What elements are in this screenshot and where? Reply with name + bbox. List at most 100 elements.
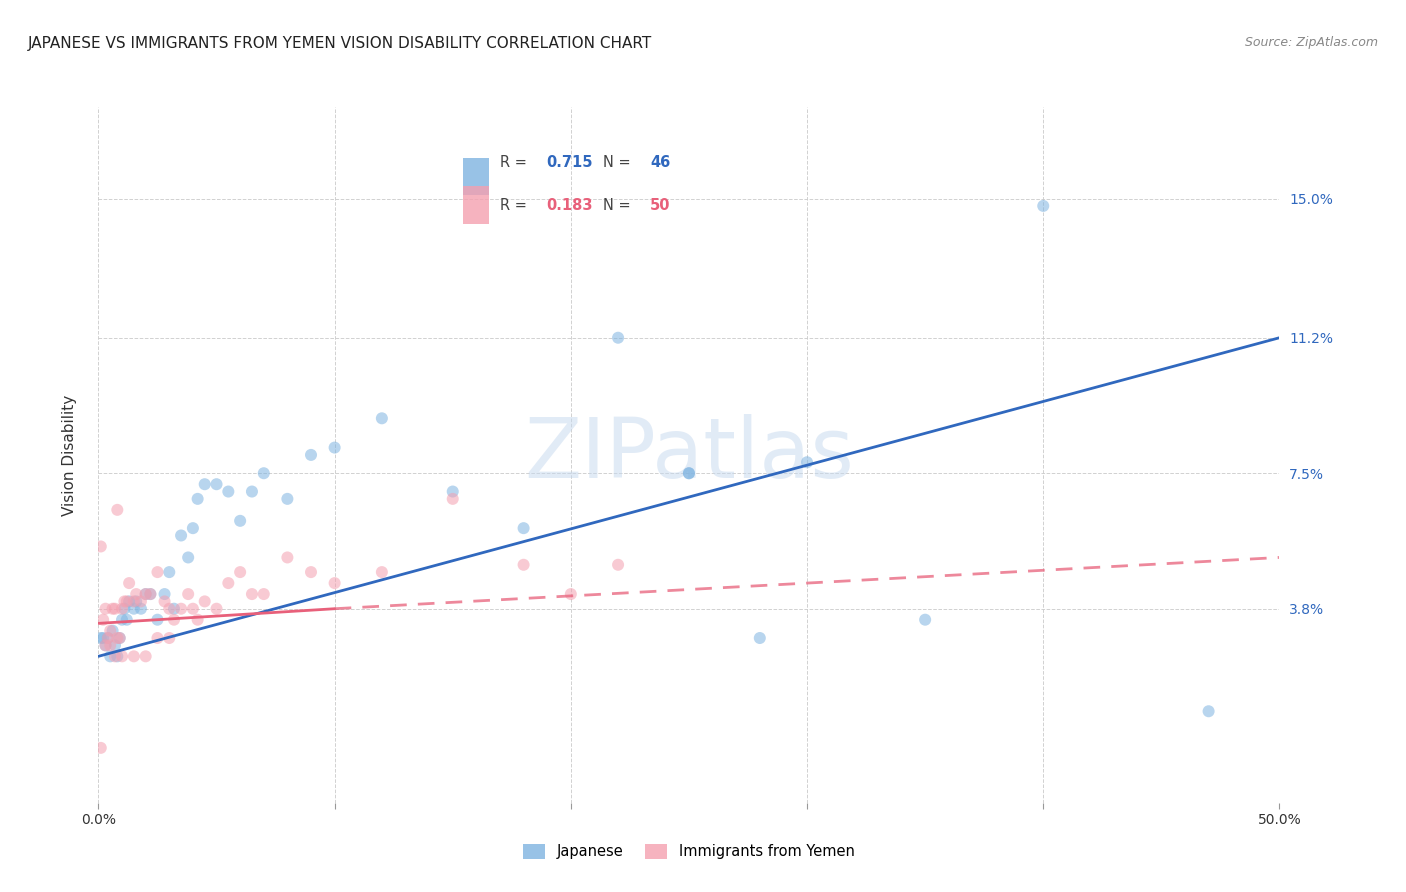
Point: [371, 411, 394, 425]
Point: [118, 594, 141, 608]
Point: [441, 491, 464, 506]
Point: [163, 613, 186, 627]
Point: [146, 565, 169, 579]
FancyBboxPatch shape: [463, 158, 489, 195]
Point: [441, 484, 464, 499]
Point: [1032, 199, 1054, 213]
Point: [108, 631, 131, 645]
Point: [104, 638, 127, 652]
Legend: Japanese, Immigrants from Yemen: Japanese, Immigrants from Yemen: [517, 838, 860, 865]
Point: [105, 631, 128, 645]
Point: [108, 631, 131, 645]
Text: R =: R =: [499, 154, 531, 169]
Point: [276, 491, 298, 506]
Point: [90, 631, 112, 645]
Point: [299, 565, 322, 579]
Point: [205, 477, 228, 491]
Point: [101, 624, 124, 638]
Point: [153, 594, 176, 608]
Point: [111, 613, 134, 627]
Point: [112, 594, 135, 608]
Text: 50: 50: [650, 197, 671, 212]
Point: [94, 601, 117, 615]
Point: [91, 613, 114, 627]
Point: [115, 594, 138, 608]
Text: 0.715: 0.715: [547, 154, 593, 169]
Point: [122, 594, 145, 608]
Point: [112, 601, 135, 615]
Point: [181, 521, 204, 535]
Point: [194, 594, 217, 608]
Point: [105, 649, 128, 664]
Point: [914, 613, 936, 627]
Point: [146, 631, 169, 645]
Text: Source: ZipAtlas.com: Source: ZipAtlas.com: [1244, 36, 1378, 49]
Point: [91, 631, 114, 645]
Point: [187, 613, 209, 627]
Point: [607, 331, 630, 345]
Point: [217, 576, 239, 591]
Point: [253, 587, 276, 601]
Point: [122, 601, 145, 615]
Point: [135, 587, 157, 601]
Point: [229, 514, 252, 528]
Point: [177, 587, 200, 601]
Point: [104, 649, 127, 664]
Point: [187, 491, 209, 506]
Point: [111, 649, 134, 664]
Point: [607, 558, 630, 572]
Point: [240, 484, 263, 499]
Point: [194, 477, 217, 491]
Point: [98, 624, 121, 638]
Point: [129, 594, 152, 608]
Point: [240, 587, 263, 601]
Point: [125, 587, 148, 601]
Point: [97, 631, 120, 645]
Point: [157, 631, 180, 645]
Point: [111, 601, 134, 615]
Point: [94, 638, 117, 652]
Point: [146, 613, 169, 627]
Point: [129, 601, 152, 615]
Point: [94, 638, 117, 652]
Point: [153, 587, 176, 601]
Text: ZIPatlas: ZIPatlas: [524, 415, 853, 495]
Point: [217, 484, 239, 499]
Point: [157, 565, 180, 579]
Point: [163, 601, 186, 615]
Point: [1198, 704, 1220, 718]
Point: [371, 565, 394, 579]
Point: [90, 740, 112, 755]
Point: [104, 601, 127, 615]
Point: [177, 550, 200, 565]
Point: [205, 601, 228, 615]
Point: [139, 587, 162, 601]
Point: [139, 587, 162, 601]
Point: [135, 649, 157, 664]
Point: [98, 649, 121, 664]
FancyBboxPatch shape: [463, 186, 489, 224]
Text: N =: N =: [603, 154, 636, 169]
Point: [323, 576, 346, 591]
Point: [135, 587, 157, 601]
Point: [170, 601, 193, 615]
Point: [105, 503, 128, 517]
Point: [748, 631, 770, 645]
Point: [98, 638, 121, 652]
Point: [512, 558, 534, 572]
Text: R =: R =: [499, 197, 531, 212]
Point: [125, 594, 148, 608]
Point: [299, 448, 322, 462]
Text: JAPANESE VS IMMIGRANTS FROM YEMEN VISION DISABILITY CORRELATION CHART: JAPANESE VS IMMIGRANTS FROM YEMEN VISION…: [28, 36, 652, 51]
Point: [796, 455, 818, 469]
Point: [253, 467, 276, 481]
Point: [678, 467, 700, 481]
Text: 0.183: 0.183: [547, 197, 593, 212]
Point: [115, 613, 138, 627]
Point: [90, 540, 112, 554]
Point: [276, 550, 298, 565]
Point: [512, 521, 534, 535]
Point: [97, 631, 120, 645]
Point: [101, 601, 124, 615]
Point: [170, 528, 193, 542]
